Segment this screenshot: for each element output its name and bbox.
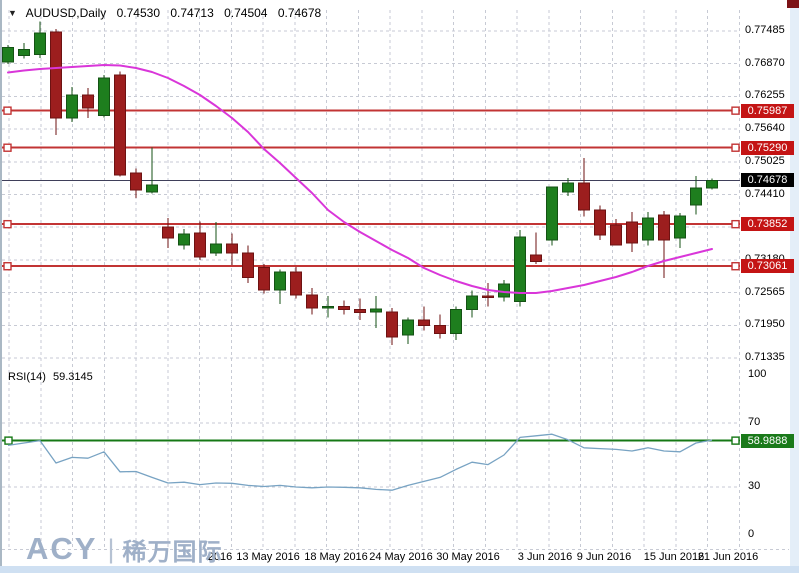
rsi-line: [7, 433, 713, 491]
bear-candle: [578, 182, 590, 211]
bull-candle: [210, 243, 222, 254]
bull-candle: [498, 283, 510, 298]
line-handle[interactable]: [731, 219, 740, 229]
bear-candle: [386, 311, 398, 338]
candlestick-series: [2, 21, 718, 345]
window-edge-bottom: [0, 566, 799, 573]
bear-candle: [194, 232, 206, 258]
bear-candle: [434, 324, 446, 334]
bull-candle: [2, 47, 14, 63]
bull-candle: [514, 236, 526, 302]
window-edge-left: [0, 0, 2, 573]
bull-candle: [178, 233, 190, 246]
bear-candle: [610, 224, 622, 246]
price-axis[interactable]: [740, 0, 799, 545]
rsi-indicator-label: RSI(14) 59.3145: [8, 371, 97, 383]
line-handle[interactable]: [4, 436, 13, 445]
bull-candle: [466, 295, 478, 310]
bear-candle: [130, 172, 142, 191]
bull-candle: [706, 179, 718, 189]
bear-candle: [482, 295, 494, 299]
rsi-name: RSI(14): [8, 371, 46, 383]
bull-candle: [66, 94, 78, 119]
bear-candle: [626, 221, 638, 244]
bear-candle: [114, 74, 126, 176]
bull-candle: [450, 308, 462, 334]
bear-candle: [354, 308, 366, 314]
bear-candle: [290, 271, 302, 296]
line-handle[interactable]: [731, 143, 740, 152]
bear-candle: [594, 209, 606, 236]
bull-candle: [562, 182, 574, 193]
window-fragment-top-right: [787, 0, 799, 8]
window-edge-right: [789, 0, 799, 573]
acy-logo: ACY | 稀万国际: [26, 531, 222, 567]
symbol-period-label: AUDUSD,Daily: [25, 6, 107, 20]
line-handle[interactable]: [3, 143, 12, 152]
bear-candle: [530, 254, 542, 262]
bear-candle: [338, 306, 350, 310]
moving-average-line: [7, 64, 713, 294]
bear-candle: [82, 94, 94, 109]
bull-candle: [690, 187, 702, 206]
line-handle[interactable]: [731, 262, 740, 271]
line-handle[interactable]: [731, 436, 740, 445]
bear-candle: [162, 226, 174, 239]
bear-candle: [306, 294, 318, 309]
ohlc-low: 0.74504: [224, 6, 268, 20]
acy-logo-brand: ACY: [26, 531, 98, 566]
bull-candle: [546, 186, 558, 241]
bull-candle: [642, 217, 654, 241]
bull-candle: [322, 306, 334, 309]
triangle-down-icon[interactable]: ▼: [8, 8, 17, 18]
acy-logo-divider: |: [107, 533, 115, 564]
bear-candle: [50, 31, 62, 119]
bull-candle: [34, 32, 46, 56]
bull-candle: [146, 184, 158, 193]
bull-candle: [402, 319, 414, 336]
bull-candle: [18, 48, 30, 57]
bear-candle: [226, 243, 238, 254]
bear-candle: [658, 214, 670, 241]
bear-candle: [418, 319, 430, 326]
acy-logo-chinese: 稀万国际: [122, 538, 223, 566]
ohlc-close: 0.74678: [277, 6, 322, 20]
line-handle[interactable]: [3, 262, 12, 271]
chart-header: ▼ AUDUSD,Daily 0.74530 0.74713 0.74504 0…: [8, 6, 321, 20]
bull-candle: [674, 215, 686, 239]
bull-candle: [274, 271, 286, 291]
bear-candle: [242, 252, 254, 278]
ohlc-high: 0.74713: [170, 6, 214, 20]
bear-candle: [258, 266, 270, 291]
line-handle[interactable]: [3, 219, 12, 229]
ohlc-open: 0.74530: [116, 6, 161, 20]
bull-candle: [370, 308, 382, 313]
line-handle[interactable]: [3, 106, 12, 115]
line-handle[interactable]: [731, 106, 740, 115]
grid: [2, 10, 790, 550]
bull-candle: [98, 77, 110, 116]
rsi-value: 59.3145: [52, 371, 93, 383]
support-resistance-lines: [2, 106, 740, 271]
